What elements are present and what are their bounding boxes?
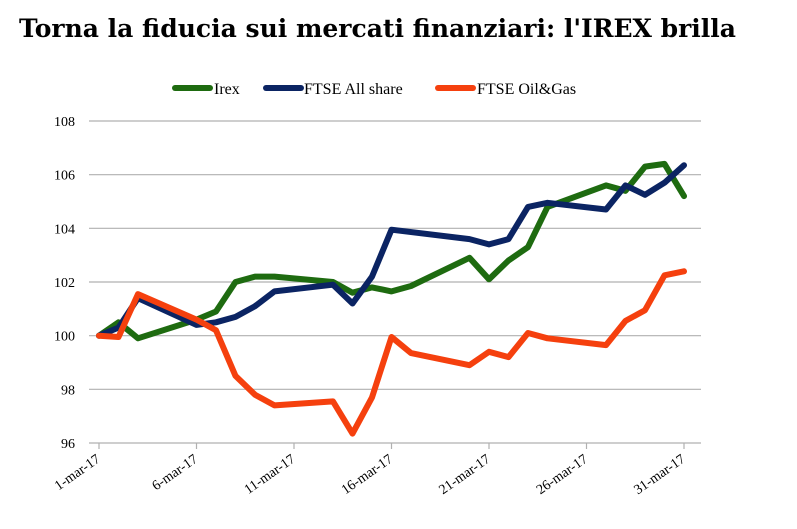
legend: Irex FTSE All share FTSE Oil&Gas xyxy=(172,81,576,98)
chart-title: Torna la fiducia sui mercati finanziari:… xyxy=(18,14,736,43)
y-tick-label: 104 xyxy=(54,222,75,237)
legend-label-ftse-oil-gas: FTSE Oil&Gas xyxy=(477,81,576,98)
series-line-irex xyxy=(96,160,687,342)
x-tick-label: 1-mar-17 xyxy=(52,452,103,494)
x-tick-label: 6-mar-17 xyxy=(150,452,201,494)
x-tick-label: 21-mar-17 xyxy=(437,452,494,498)
grid-lines xyxy=(89,120,701,444)
y-tick-label: 96 xyxy=(61,437,75,452)
y-tick-label: 100 xyxy=(54,330,75,345)
x-tick-label: 11-mar-17 xyxy=(242,452,298,498)
x-tick-label: 16-mar-17 xyxy=(339,452,396,498)
y-tick-label: 98 xyxy=(61,383,75,398)
y-tick-label: 102 xyxy=(54,276,75,291)
x-axis: 1-mar-17 6-mar-17 11-mar-17 16-mar-17 21-mar… xyxy=(52,443,688,498)
series-lines xyxy=(96,160,687,437)
legend-label-ftse-all-share: FTSE All share xyxy=(304,81,403,98)
legend-label-irex: Irex xyxy=(214,81,240,98)
y-axis-ticks: 96 98 100 102 104 106 108 xyxy=(54,115,75,452)
series-line-ftse-oil-gas xyxy=(96,268,687,437)
y-tick-label: 106 xyxy=(54,169,75,184)
y-tick-label: 108 xyxy=(54,115,75,130)
x-tick-label: 31-mar-17 xyxy=(632,452,689,498)
x-tick-label: 26-mar-17 xyxy=(534,452,591,498)
